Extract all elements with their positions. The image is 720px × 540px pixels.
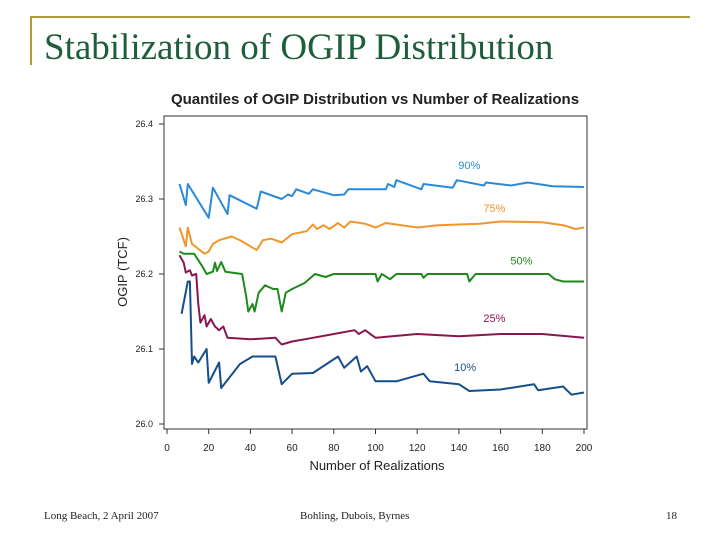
y-tick-label: 26.3 [135, 194, 153, 204]
slide-title: Stabilization of OGIP Distribution [44, 27, 554, 68]
series-line-10pct [180, 280, 585, 396]
y-tick-label: 26.1 [135, 344, 153, 354]
x-tick-label: 80 [328, 443, 340, 454]
x-tick-label: 100 [367, 443, 384, 454]
x-tick-label: 180 [534, 443, 551, 454]
x-tick-label: 200 [576, 443, 593, 454]
series-label: 50% [510, 255, 532, 267]
x-tick-label: 120 [409, 443, 426, 454]
title-rule-vertical [30, 16, 32, 65]
series-label: 90% [458, 160, 480, 172]
series-line-90pct [178, 179, 585, 219]
x-tick-label: 20 [203, 443, 215, 454]
footer-authors: Bohling, Dubois, Byrnes [300, 510, 410, 522]
y-tick-label: 26.2 [135, 269, 153, 279]
x-tick-label: 160 [492, 443, 509, 454]
x-tick-label: 60 [287, 443, 299, 454]
footer-location-date: Long Beach, 2 April 2007 [44, 510, 159, 522]
x-axis-label: Number of Realizations [309, 458, 445, 473]
title-rule-horizontal [30, 16, 690, 18]
y-tick-label: 26.4 [135, 119, 153, 129]
x-tick-label: 140 [451, 443, 468, 454]
y-tick-label: 26.0 [135, 419, 153, 429]
series-label: 10% [454, 362, 476, 374]
series-label: 25% [483, 313, 505, 325]
series-label: 75% [483, 203, 505, 215]
chart-title: Quantiles of OGIP Distribution vs Number… [171, 91, 579, 108]
page-number: 18 [666, 510, 677, 522]
series-line-75pct [178, 220, 585, 255]
series-line-50pct [179, 250, 584, 313]
x-tick-label: 40 [245, 443, 257, 454]
y-axis-label: OGIP (TCF) [115, 237, 130, 307]
series-line-25pct [178, 254, 585, 346]
x-tick-label: 0 [164, 443, 170, 454]
